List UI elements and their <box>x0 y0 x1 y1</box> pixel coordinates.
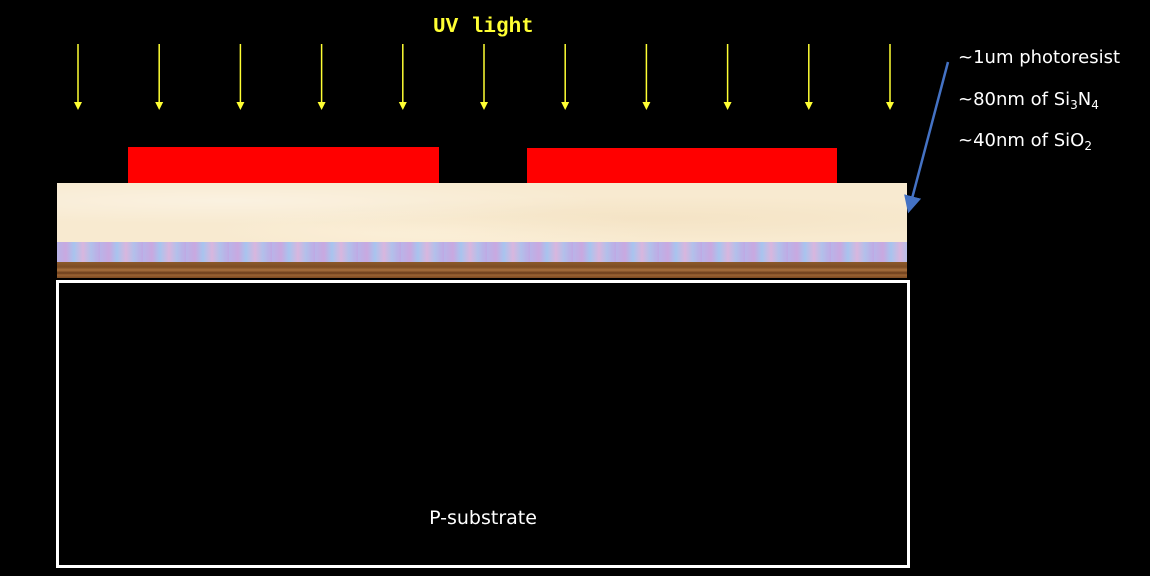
photoresist-block-left <box>128 147 439 184</box>
legend-oxide-sub-o: 2 <box>1084 139 1092 153</box>
photoresist-block-right <box>527 148 837 184</box>
p-substrate-label: P-substrate <box>429 507 537 529</box>
legend-photoresist: ~1um photoresist <box>958 47 1120 68</box>
silicon-oxide-layer <box>57 242 907 262</box>
uv-arrow <box>236 44 245 110</box>
legend-oxide-prefix: ~40nm of SiO <box>958 130 1085 151</box>
uv-arrow <box>723 44 732 110</box>
uv-arrow <box>74 44 82 110</box>
uv-arrow <box>886 44 894 110</box>
legend-nitride-prefix: ~80nm of Si <box>958 89 1071 110</box>
uv-arrow <box>804 44 813 110</box>
legend-oxide: ~40nm of SiO2 <box>958 130 1092 153</box>
legend-nitride-mid: N <box>1077 89 1092 110</box>
legend-nitride: ~80nm of Si3N4 <box>958 89 1099 112</box>
uv-arrow <box>561 44 570 110</box>
uv-arrow <box>317 44 326 110</box>
silicon-nitride-layer <box>57 183 907 242</box>
callout-arrow-line <box>904 61 950 214</box>
p-substrate-block: P-substrate <box>56 280 910 568</box>
legend-photoresist-text: ~1um photoresist <box>958 47 1121 68</box>
uv-light-label: UV light <box>433 16 534 39</box>
legend-nitride-sub-n: 4 <box>1091 98 1099 112</box>
uv-arrow <box>155 44 164 110</box>
uv-arrow <box>480 44 488 110</box>
legend-nitride-sub-si: 3 <box>1070 98 1078 112</box>
uv-arrow <box>642 44 651 110</box>
uv-arrow <box>398 44 407 110</box>
substrate-surface-layer <box>57 262 907 278</box>
